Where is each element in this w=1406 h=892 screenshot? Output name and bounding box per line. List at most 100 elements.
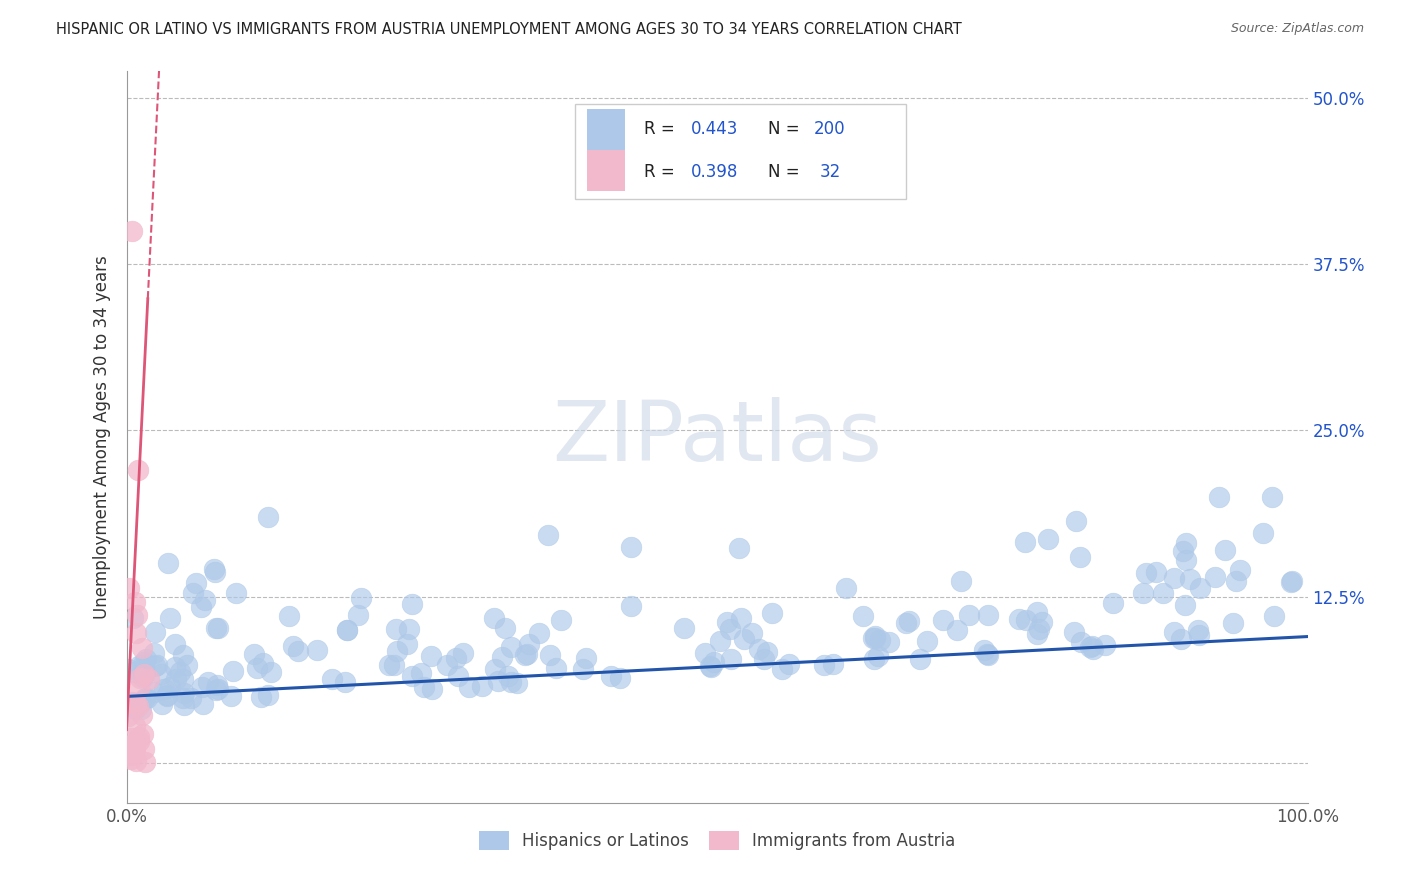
Point (152, 682, 174, 697)
Point (1175, 536, 1198, 550)
Point (863, 652, 886, 666)
Point (1144, 565, 1167, 579)
Point (444, 651, 467, 665)
Point (172, 648, 194, 662)
Point (120, 698, 142, 713)
Point (202, 561, 225, 575)
Point (1251, 525, 1274, 540)
Point (128, 681, 150, 695)
Point (321, 672, 343, 686)
Point (156, 689, 179, 703)
Point (125, 625, 148, 640)
Point (620, 599, 643, 614)
Point (347, 607, 370, 622)
Point (1213, 543, 1236, 558)
Point (378, 657, 401, 672)
Point (190, 599, 212, 614)
Point (730, 611, 752, 625)
Point (950, 574, 973, 588)
Point (173, 698, 195, 713)
Point (574, 651, 596, 665)
Point (176, 657, 198, 672)
Point (752, 652, 775, 666)
Point (1152, 586, 1174, 600)
Point (121, 747, 143, 762)
Point (486, 674, 509, 689)
Point (600, 669, 623, 683)
Point (1174, 598, 1197, 612)
Point (733, 632, 755, 647)
Point (673, 621, 696, 635)
Point (384, 622, 406, 636)
Point (976, 608, 998, 623)
Point (305, 642, 328, 657)
Point (544, 660, 567, 674)
Point (620, 541, 643, 555)
Point (1031, 615, 1053, 629)
Point (409, 665, 432, 680)
FancyBboxPatch shape (588, 151, 624, 191)
Point (447, 668, 470, 682)
Point (129, 701, 152, 715)
Point (249, 690, 271, 705)
Point (118, 582, 141, 596)
Point (491, 650, 513, 665)
Text: 32: 32 (820, 163, 841, 181)
Point (863, 631, 886, 645)
Point (1064, 514, 1087, 528)
Point (124, 702, 146, 716)
Point (1015, 613, 1038, 627)
Point (165, 636, 187, 650)
Point (124, 595, 146, 609)
Point (1281, 574, 1303, 589)
Point (169, 665, 191, 679)
Point (1063, 624, 1085, 639)
Point (159, 611, 181, 625)
Point (499, 640, 522, 654)
FancyBboxPatch shape (575, 104, 905, 200)
Point (1175, 553, 1198, 567)
Point (257, 688, 280, 702)
Point (190, 680, 212, 694)
Point (572, 662, 595, 676)
Text: N =: N = (768, 163, 804, 181)
Point (336, 623, 359, 637)
Point (131, 670, 153, 684)
Point (278, 608, 301, 623)
Point (946, 624, 969, 638)
Point (396, 637, 419, 651)
Point (1036, 533, 1059, 547)
Point (180, 690, 202, 705)
Point (205, 683, 228, 698)
Point (1173, 544, 1195, 558)
Point (143, 659, 166, 673)
Text: Source: ZipAtlas.com: Source: ZipAtlas.com (1230, 22, 1364, 36)
Point (150, 667, 173, 681)
Point (128, 734, 150, 748)
Point (862, 631, 884, 645)
Point (420, 682, 443, 697)
Point (382, 658, 405, 673)
Point (124, 697, 146, 711)
Point (131, 708, 153, 723)
Point (134, 691, 156, 706)
Point (482, 611, 505, 625)
Point (150, 697, 173, 711)
Point (122, 745, 145, 759)
Point (157, 556, 180, 570)
Point (741, 626, 763, 640)
Point (281, 639, 304, 653)
Point (457, 680, 479, 694)
Point (718, 622, 741, 636)
Point (121, 611, 143, 625)
Point (127, 463, 149, 477)
Y-axis label: Unemployment Among Ages 30 to 34 years: Unemployment Among Ages 30 to 34 years (93, 255, 111, 619)
Point (976, 647, 998, 661)
Point (121, 224, 143, 238)
Point (471, 679, 494, 693)
Point (117, 662, 139, 676)
Point (898, 614, 921, 628)
Point (124, 719, 146, 733)
Point (1260, 490, 1282, 504)
Point (156, 688, 179, 702)
